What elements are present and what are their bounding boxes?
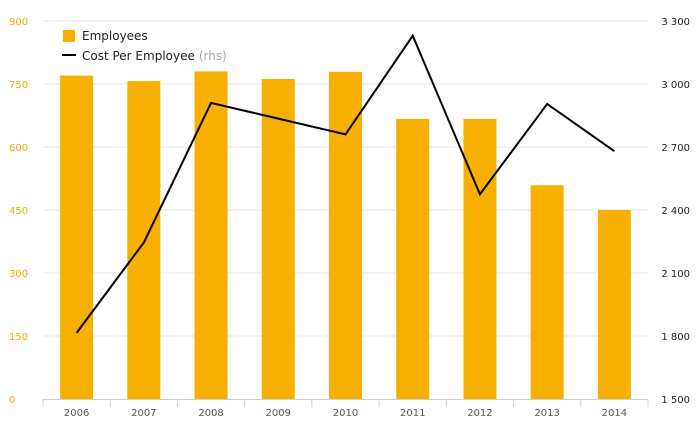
x-tick-label: 2013	[534, 408, 559, 419]
legend-label-cost-suffix: (rhs)	[199, 49, 227, 63]
legend-swatch-employees	[63, 30, 75, 42]
bar-employees-2006	[60, 75, 94, 399]
x-tick-label: 2009	[266, 408, 291, 419]
employees-bars	[60, 71, 631, 400]
left-axis-ticks: 0 150 300 450 600 750 900	[9, 17, 28, 406]
x-axis: 2006 2007 2008 2009 2010 2011 2012 2013 2014	[42, 399, 649, 419]
bar-employees-2012	[463, 118, 497, 400]
legend-label-cost-name: Cost Per Employee	[82, 49, 195, 63]
bar-employees-2008	[194, 71, 228, 400]
right-tick-label: 3 300	[661, 17, 690, 28]
x-tick-label: 2007	[131, 408, 156, 419]
x-tick-label: 2014	[602, 408, 627, 419]
left-tick-label: 750	[9, 80, 28, 91]
right-tick-label: 2 400	[661, 206, 690, 217]
x-tick-label: 2008	[198, 408, 223, 419]
x-tick-label: 2012	[467, 408, 492, 419]
x-tick-label: 2006	[64, 408, 89, 419]
bar-employees-2009	[261, 78, 295, 400]
bar-employees-2013	[530, 185, 564, 399]
right-tick-label: 2 700	[661, 143, 690, 154]
legend-label-cost: Cost Per Employee (rhs)	[82, 49, 227, 63]
bar-employees-2010	[329, 71, 362, 399]
right-tick-label: 2 100	[661, 269, 690, 280]
left-tick-label: 300	[9, 269, 28, 280]
legend: Employees Cost Per Employee (rhs)	[62, 29, 227, 63]
left-tick-label: 900	[9, 17, 28, 28]
x-tick-label: 2011	[400, 408, 425, 419]
right-tick-label: 1 800	[661, 332, 690, 343]
right-tick-label: 3 000	[661, 80, 690, 91]
right-axis-ticks: 1 500 1 800 2 100 2 400 2 700 3 000 3 300	[661, 17, 690, 406]
bar-employees-2007	[127, 81, 161, 399]
bar-employees-2011	[396, 118, 430, 400]
left-tick-label: 0	[9, 395, 15, 406]
left-tick-label: 600	[9, 143, 28, 154]
x-tick-label: 2010	[333, 408, 358, 419]
legend-label-employees: Employees	[82, 29, 148, 43]
left-tick-label: 450	[9, 206, 28, 217]
left-tick-label: 150	[9, 332, 28, 343]
right-tick-label: 1 500	[661, 395, 690, 406]
cost-per-employee-line	[75, 33, 615, 334]
bar-employees-2014	[597, 210, 631, 399]
